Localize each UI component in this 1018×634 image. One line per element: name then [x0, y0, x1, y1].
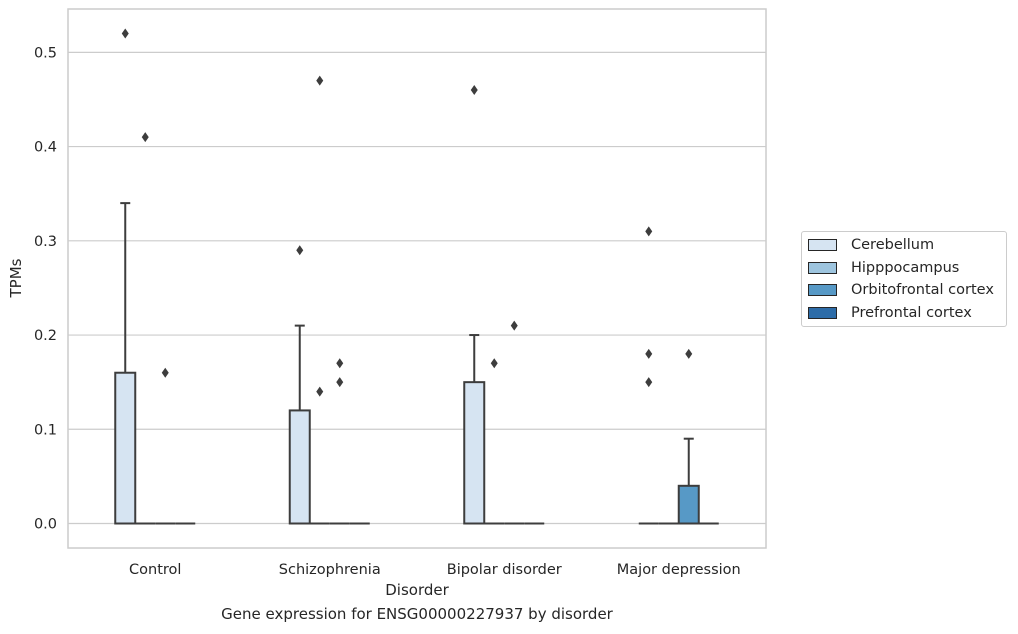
legend-swatch [808, 262, 837, 274]
outlier-point [510, 320, 518, 331]
x-axis-label: Disorder [385, 581, 449, 599]
x-tick-label: Schizophrenia [279, 562, 381, 578]
outlier-point [161, 367, 169, 378]
outlier-point [490, 358, 498, 369]
outlier-point [296, 245, 304, 256]
legend-swatch [808, 307, 837, 319]
box [677, 484, 700, 525]
y-tick-label: 0.5 [34, 45, 57, 61]
legend-item-orbitofrontal-cortex: Orbitofrontal cortex [808, 280, 994, 300]
legend-label: Prefrontal cortex [851, 305, 972, 321]
outlier-point [336, 358, 344, 369]
outlier-point [316, 75, 324, 86]
y-tick-label: 0.2 [34, 328, 57, 344]
outlier-point [685, 348, 693, 359]
grid-lines [68, 51, 766, 525]
x-tick-label: Major depression [617, 562, 741, 578]
legend-item-prefrontal-cortex: Prefrontal cortex [808, 303, 972, 323]
legend: Cerebellum Hipppocampus Orbitofrontal co… [801, 231, 1007, 327]
legend-label: Cerebellum [851, 237, 935, 253]
box [288, 409, 311, 525]
x-tick-labels: Control Schizophrenia Bipolar disorder Majo… [129, 562, 741, 578]
chart-caption: Gene expression for ENSG00000227937 by d… [221, 605, 613, 623]
x-tick-label: Bipolar disorder [447, 562, 562, 578]
outlier-point [645, 226, 653, 237]
x-tick-label: Control [129, 562, 181, 578]
boxes [114, 202, 719, 525]
y-tick-label: 0.0 [34, 517, 57, 533]
outlier-point [141, 132, 149, 143]
legend-swatch [808, 239, 837, 251]
legend-label: Hipppocampus [851, 260, 960, 276]
box [114, 371, 137, 525]
outlier-point [121, 28, 129, 39]
outlier-point [470, 85, 478, 96]
box [463, 381, 486, 525]
y-tick-label: 0.3 [34, 234, 57, 250]
outlier-point [316, 386, 324, 397]
legend-label: Orbitofrontal cortex [851, 282, 994, 298]
y-tick-label: 0.1 [34, 422, 57, 438]
legend-item-hippocampus: Hipppocampus [808, 258, 959, 278]
outlier-point [645, 377, 653, 388]
y-tick-label: 0.4 [34, 140, 57, 156]
y-axis-label: TPMs [7, 258, 25, 298]
outlier-point [645, 348, 653, 359]
outliers [121, 28, 693, 397]
plot-frame [67, 8, 767, 549]
legend-item-cerebellum: Cerebellum [808, 235, 934, 255]
legend-swatch [808, 284, 837, 296]
outlier-point [336, 377, 344, 388]
y-tick-labels: 0.0 0.1 0.2 0.3 0.4 0.5 [34, 45, 57, 532]
